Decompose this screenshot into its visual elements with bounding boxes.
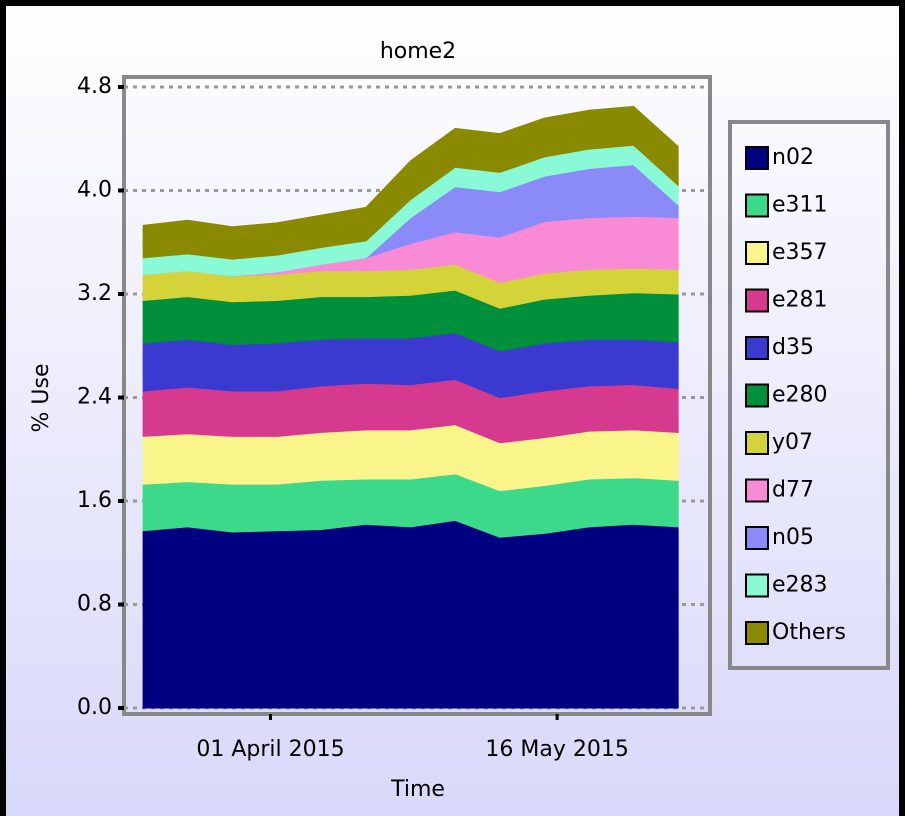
- legend-label: e281: [772, 288, 828, 313]
- x-tick-label: 01 April 2015: [196, 737, 344, 762]
- y-tick-label: 2.4: [77, 385, 112, 410]
- y-tick-label: 0.0: [77, 695, 112, 720]
- legend-swatch: [745, 621, 769, 645]
- legend-swatch: [745, 478, 769, 503]
- legend-label: y07: [772, 430, 813, 455]
- legend-swatch: [745, 526, 769, 550]
- chart: home2 Time % Use 0.0 0.8 1.6 2.4 3.2 4.0 4.8 n0…: [29, 39, 890, 802]
- legend-label: n05: [772, 525, 814, 550]
- legend-frame: [728, 120, 890, 670]
- x-tick-label: 16 May 2015: [485, 737, 628, 762]
- area: [142, 519, 679, 709]
- legend-swatch: [745, 383, 769, 408]
- y-tick-label: 4.0: [77, 178, 112, 203]
- legend-swatch: [745, 146, 769, 170]
- legend-swatch: [745, 431, 769, 455]
- legend-swatch: [745, 573, 769, 598]
- legend-label: d35: [772, 335, 814, 360]
- legend-swatch: [745, 193, 769, 218]
- y-tick-label: 0.8: [77, 592, 112, 617]
- y-tick-label: 3.2: [77, 281, 112, 306]
- legend-swatch: [745, 288, 769, 313]
- legend-swatch: [745, 336, 769, 360]
- legend-label: Others: [772, 620, 846, 645]
- legend-label: d77: [772, 478, 814, 503]
- legend-label: e280: [772, 383, 828, 408]
- y-tick-label: 1.6: [77, 488, 112, 513]
- legend-label: n02: [772, 145, 814, 170]
- legend-label: e357: [772, 240, 828, 265]
- legend-label: e283: [772, 573, 828, 598]
- x-axis-label: Time: [390, 777, 445, 802]
- legend-label: e311: [772, 193, 828, 218]
- y-tick-label: 4.8: [77, 74, 112, 99]
- legend-swatch: [745, 241, 769, 265]
- chart-title: home2: [380, 39, 456, 64]
- area: [142, 105, 679, 260]
- y-axis-label: % Use: [29, 364, 54, 433]
